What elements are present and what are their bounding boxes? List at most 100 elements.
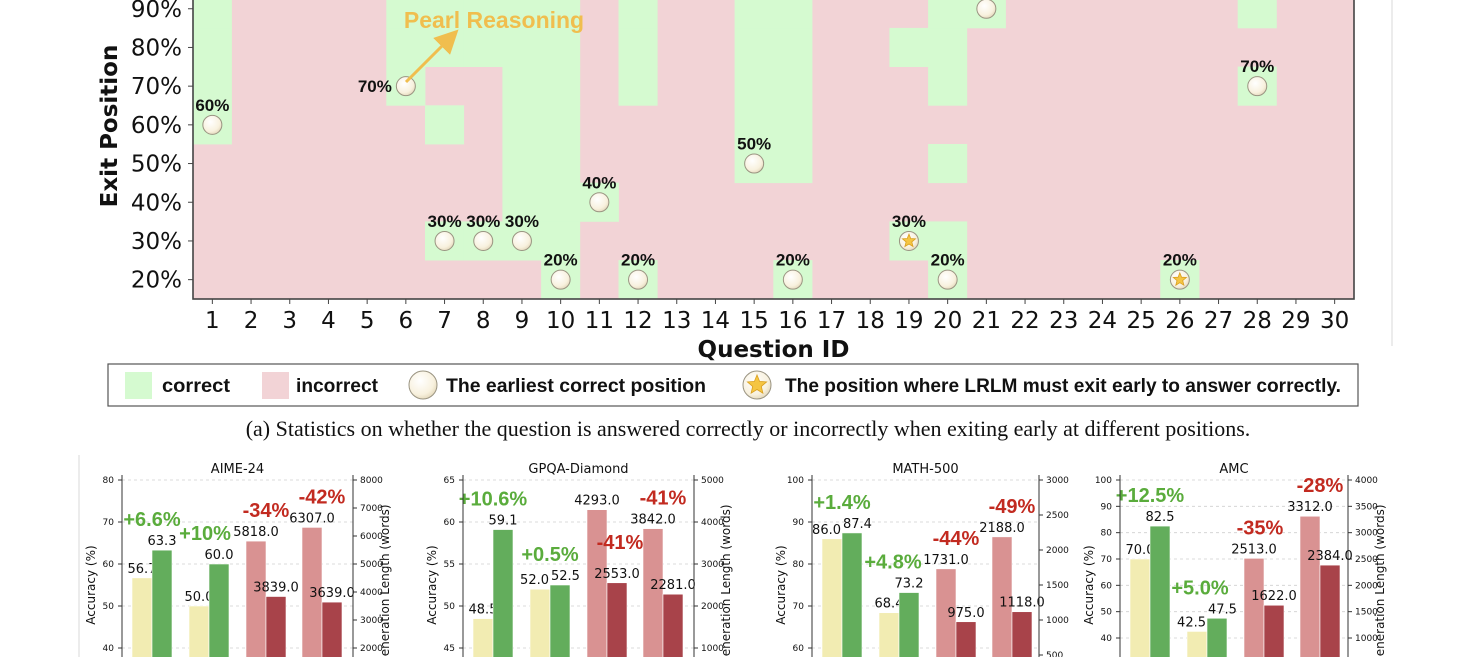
bar-length-baseline	[245, 540, 267, 657]
y2-axis-label: Generation Length (words)	[719, 504, 733, 657]
bar-value-label: 2281.0	[650, 578, 696, 593]
panel-title: AIME-24	[211, 462, 264, 477]
bar-accuracy-baseline	[529, 588, 551, 657]
bar-value-label: 1118.0	[999, 596, 1045, 611]
star-icon	[1172, 271, 1188, 287]
y2-tick-label: 5000	[701, 476, 724, 486]
legend-label-incorrect: incorrect	[296, 376, 379, 397]
y-tick-label: 60	[793, 644, 805, 654]
legend-swatch-incorrect	[262, 372, 289, 399]
y-axis-label: Accuracy (%)	[84, 545, 98, 624]
cell-correct	[928, 221, 968, 261]
y2-tick-label: 4000	[360, 588, 383, 598]
bar-value-label: 73.2	[895, 577, 924, 592]
cell-correct	[541, 27, 581, 67]
cell-correct	[541, 0, 581, 29]
cell-correct	[734, 27, 774, 67]
annotation-arrow	[404, 29, 459, 84]
pearl-icon	[395, 76, 416, 97]
x-tick-label: 21	[972, 308, 1001, 334]
y2-tick-label: 2000	[360, 644, 383, 654]
bar-length-ours	[1319, 564, 1341, 657]
bar-accuracy-ours	[549, 584, 571, 657]
y-tick-label: 80	[103, 476, 115, 486]
x-tick-label: 15	[740, 308, 769, 334]
legend-label-must-exit: The position where LRLM must exit early …	[785, 376, 1341, 397]
cell-correct	[425, 27, 465, 67]
change-annotation: +4.8%	[864, 552, 921, 574]
x-tick-label: 17	[817, 308, 846, 334]
change-annotation: -41%	[640, 488, 687, 510]
change-annotation: -41%	[597, 532, 644, 554]
y2-axis-label: Generation Length (words)	[378, 504, 392, 657]
y-tick-label: 70	[103, 518, 115, 528]
y2-tick-label: 1000	[1046, 616, 1069, 626]
bar-length-ours	[955, 621, 977, 657]
y-tick-label: 30%	[131, 229, 182, 255]
x-tick-label: 28	[1243, 308, 1272, 334]
pearl-icon	[589, 192, 610, 213]
marker-label: 20%	[1163, 251, 1197, 270]
annotation-text: Pearl Reasoning	[404, 7, 584, 33]
change-annotation: +10.6%	[459, 489, 528, 511]
y-tick-label: 90%	[131, 0, 182, 23]
x-tick-label: 30	[1320, 308, 1349, 334]
y-tick-label: 100	[787, 476, 804, 486]
y2-tick-label: 7000	[360, 504, 383, 514]
y-axis-label: Accuracy (%)	[1082, 545, 1096, 624]
cell-correct	[618, 66, 658, 106]
cell-correct	[502, 0, 542, 29]
marker-label: 30%	[892, 212, 926, 231]
bar-value-label: 82.5	[1146, 510, 1175, 525]
change-annotation: -35%	[1237, 517, 1284, 539]
cell-correct	[541, 144, 581, 184]
y2-tick-label: 500	[1046, 651, 1063, 657]
bar-length-ours	[1011, 611, 1033, 657]
pearl-icon	[434, 230, 455, 251]
x-tick-label: 11	[585, 308, 614, 334]
cell-correct	[928, 66, 968, 106]
bar-value-label: 3312.0	[1287, 500, 1333, 515]
change-annotation: -44%	[933, 528, 980, 550]
y-tick-label: 45	[444, 644, 455, 654]
x-tick-label: 9	[515, 308, 530, 334]
y2-tick-label: 3000	[701, 560, 724, 570]
marker-label: 20%	[931, 251, 965, 270]
pearl-icon	[408, 370, 438, 400]
bar-value-label: 2384.0	[1307, 549, 1353, 564]
x-tick-label: 14	[701, 308, 730, 334]
bar-value-label: 48.5	[469, 603, 498, 618]
x-tick-label: 20	[933, 308, 962, 334]
y-tick-label: 50	[103, 602, 115, 612]
x-axis-label: Question ID	[698, 337, 850, 363]
pearl-icon	[473, 230, 494, 251]
y-axis-label: Accuracy (%)	[425, 545, 439, 624]
x-tick-label: 29	[1281, 308, 1310, 334]
bar-value-label: 47.5	[1208, 602, 1237, 617]
bar-value-label: 5818.0	[233, 525, 279, 540]
bar-value-label: 3839.0	[253, 581, 299, 596]
cell-correct	[425, 105, 465, 145]
legend-label-earliest: The earliest correct position	[446, 376, 706, 397]
y2-tick-label: 1500	[1355, 608, 1378, 618]
bar-value-label: 1731.0	[923, 553, 969, 568]
change-annotation: -34%	[243, 500, 290, 522]
x-tick-label: 12	[623, 308, 652, 334]
y-tick-label: 80%	[131, 35, 182, 61]
cell-correct	[192, 0, 232, 29]
change-annotation: +0.5%	[521, 544, 578, 566]
bar-accuracy-baseline	[1186, 631, 1208, 657]
y-tick-label: 40	[1101, 634, 1113, 644]
pearl-icon	[550, 269, 571, 290]
x-tick-label: 5	[360, 308, 375, 334]
cell-correct	[502, 27, 542, 67]
marker-label: 40%	[582, 173, 616, 192]
cell-correct	[618, 27, 658, 67]
bar-length-baseline	[301, 527, 323, 657]
change-annotation: +1.4%	[813, 492, 870, 514]
y-tick-label: 40%	[131, 190, 182, 216]
bar-panel-amc: 40 50 60 70 80 90 100 1000 1500 2000 2500 3000 3500 4…	[1082, 462, 1387, 657]
cell-correct	[192, 66, 232, 106]
y2-tick-label: 6000	[360, 532, 383, 542]
bar-value-label: 87.4	[843, 517, 872, 532]
